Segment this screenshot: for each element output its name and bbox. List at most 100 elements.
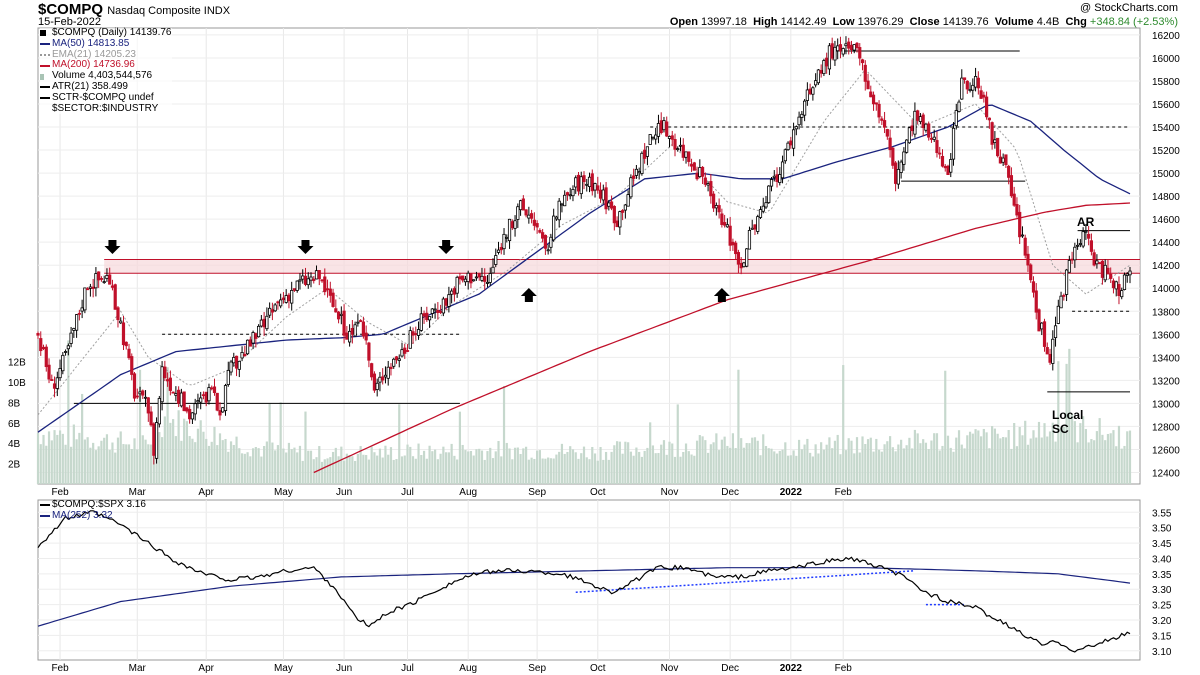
volume-bar [378, 448, 382, 484]
y-tick-label: 13200 [1152, 376, 1180, 387]
y-tick-label: 14400 [1152, 238, 1180, 249]
volume-bar [400, 456, 404, 484]
legend-label: ATR(21) 358.499 [52, 80, 128, 92]
down-arrow-marker [297, 240, 314, 254]
candle-body [245, 339, 250, 355]
candle-body [477, 273, 481, 278]
candle-body [375, 382, 379, 391]
candle-body [979, 90, 983, 99]
volume-bar [274, 450, 277, 484]
candle-body [63, 351, 68, 353]
candle-body [747, 230, 752, 250]
candle-body [174, 393, 178, 396]
legend-swatch [40, 515, 50, 518]
volume-bar [318, 446, 321, 484]
legend-entry: $COMPQ:$SPX 3.16 [40, 499, 146, 511]
volume-bar [935, 433, 939, 484]
candle-body [524, 209, 528, 216]
volume-bar [342, 460, 346, 484]
volume-bar [224, 438, 227, 484]
ratio-trend-line [575, 570, 915, 594]
candle-body [1059, 295, 1063, 309]
volume-bar [924, 442, 928, 484]
volume-bar [1057, 361, 1060, 484]
legend-label: $COMPQ:$SPX 3.16 [52, 499, 146, 510]
volume-bar [83, 439, 86, 484]
candle-body [496, 249, 501, 253]
volume-bar [411, 456, 415, 484]
candle-body [557, 200, 561, 221]
volume-bar [913, 429, 917, 484]
candle-body [687, 151, 691, 162]
candle-body [44, 346, 48, 368]
volume-bar [69, 446, 73, 484]
candle-body [587, 176, 592, 187]
x-tick-label: May [274, 487, 293, 498]
legend-entry: SCTR-$COMPQ undef [40, 92, 172, 104]
candle-body [560, 203, 564, 206]
volume-bar [877, 449, 881, 484]
candle-body [394, 356, 399, 361]
y-tick-label: 15000 [1152, 169, 1180, 180]
volume-bar [64, 444, 67, 484]
candle-body [474, 276, 479, 279]
candle-body [483, 276, 487, 282]
volume-bar [1010, 448, 1013, 484]
volume-bar [693, 455, 696, 484]
candle-body [825, 57, 829, 67]
volume-bar [861, 436, 864, 484]
candle-body [946, 165, 950, 175]
volume-bar [442, 446, 445, 484]
candle-body [643, 149, 647, 159]
candle-body [1023, 237, 1027, 256]
volume-bar [287, 442, 291, 484]
volume-bar [745, 443, 748, 484]
volume-bar [202, 431, 205, 484]
volume-bar [687, 451, 690, 484]
candle-body [499, 247, 503, 251]
x-tick-label: Apr [198, 663, 214, 674]
candle-body [1031, 281, 1036, 293]
candle-body [416, 329, 421, 336]
volume-bar [229, 441, 233, 484]
candle-body [847, 41, 851, 49]
candle-body [681, 144, 685, 158]
candle-body [907, 127, 911, 144]
volume-bar [409, 446, 412, 484]
candle-body [163, 366, 167, 379]
candle-body [960, 77, 964, 100]
candle-body [149, 411, 153, 426]
candle-body [444, 298, 448, 306]
volume-bar [334, 447, 337, 484]
volume-bar [359, 446, 362, 484]
candle-body [1067, 260, 1071, 273]
volume-bar [632, 455, 635, 484]
candle-body [50, 379, 54, 381]
volume-bar [486, 451, 489, 484]
volume-bar [456, 459, 459, 484]
candle-body [97, 271, 101, 281]
x-tick-label: Mar [129, 487, 147, 498]
volume-bar [635, 447, 638, 484]
candle-body [348, 330, 352, 343]
volume-bar [977, 430, 980, 484]
volume-bar [1104, 440, 1107, 484]
volume-bar [205, 438, 208, 484]
volume-bar [478, 448, 481, 484]
volume-bar [464, 450, 467, 484]
candle-body [968, 88, 972, 91]
candle-body [132, 373, 137, 399]
candle-body [342, 310, 346, 336]
candle-body [568, 194, 572, 197]
volume-bar [555, 454, 558, 484]
candle-body [943, 165, 947, 169]
volume-bar [660, 444, 663, 484]
volume-bar [991, 426, 994, 484]
volume-bar [698, 435, 701, 484]
candle-body [1004, 154, 1008, 166]
candle-body [466, 272, 470, 282]
volume-bar [530, 457, 533, 484]
candle-body [1128, 270, 1132, 276]
volume-bar [384, 445, 387, 484]
